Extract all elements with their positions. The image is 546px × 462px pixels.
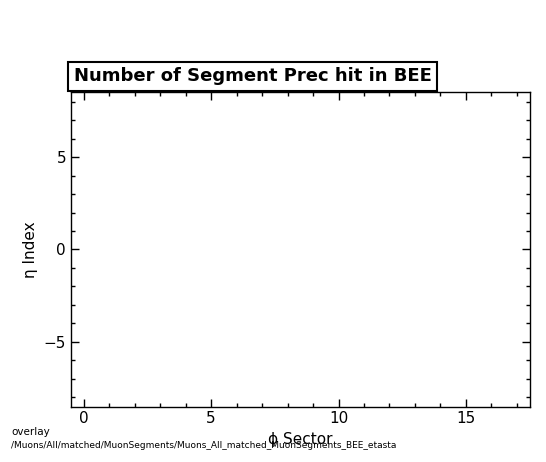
Y-axis label: η Index: η Index bbox=[23, 221, 38, 278]
X-axis label: ϕ Sector: ϕ Sector bbox=[268, 432, 333, 447]
Text: /Muons/All/matched/MuonSegments/Muons_All_matched_MuonSegments_BEE_etasta: /Muons/All/matched/MuonSegments/Muons_Al… bbox=[11, 442, 396, 450]
Text: Number of Segment Prec hit in BEE: Number of Segment Prec hit in BEE bbox=[74, 67, 431, 85]
Text: overlay: overlay bbox=[11, 426, 50, 437]
